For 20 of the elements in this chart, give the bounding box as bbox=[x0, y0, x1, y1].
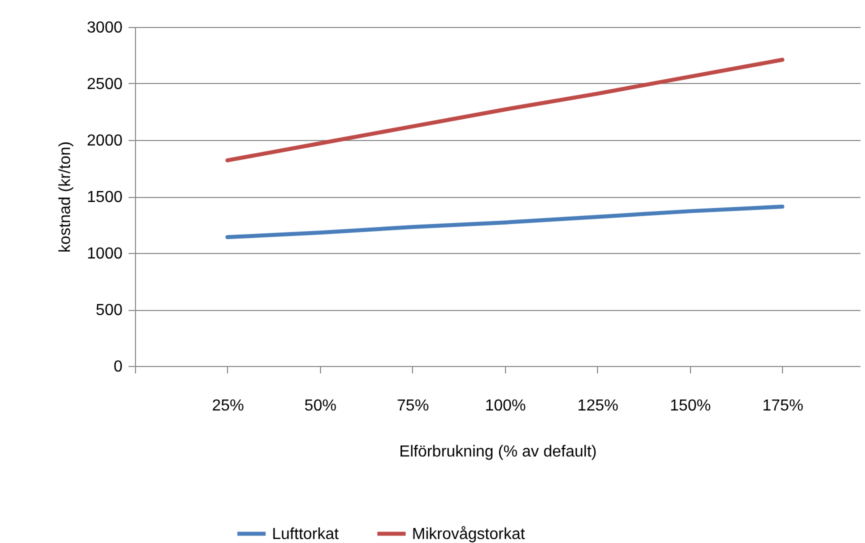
x-tick-label: 75% bbox=[396, 398, 429, 414]
y-axis-title: kostnad (kr/ton) bbox=[56, 141, 74, 253]
x-axis-title: Elförbrukning (% av default) bbox=[399, 444, 597, 460]
legend-label: Lufttorkat bbox=[272, 526, 340, 543]
x-tick-label: 125% bbox=[577, 398, 618, 414]
y-tick-label: 0 bbox=[114, 358, 123, 376]
x-tick-label: 150% bbox=[670, 398, 711, 414]
x-tick-label: 100% bbox=[484, 398, 526, 414]
x-tick-label: 25% bbox=[212, 398, 244, 414]
y-tick-label: 1000 bbox=[86, 246, 123, 262]
legend-label: Mikrovågstorkat bbox=[412, 526, 526, 543]
y-tick-label: 500 bbox=[96, 302, 123, 319]
y-tick-label: 3000 bbox=[86, 20, 123, 36]
y-tick-label: 1500 bbox=[86, 189, 123, 206]
y-tick-label: 2500 bbox=[86, 76, 123, 93]
x-tick-label: 175% bbox=[762, 398, 804, 414]
line-series bbox=[225, 204, 784, 240]
x-tick-label: 50% bbox=[304, 398, 336, 414]
y-tick-label: 2000 bbox=[86, 132, 123, 150]
line-series bbox=[225, 58, 784, 162]
